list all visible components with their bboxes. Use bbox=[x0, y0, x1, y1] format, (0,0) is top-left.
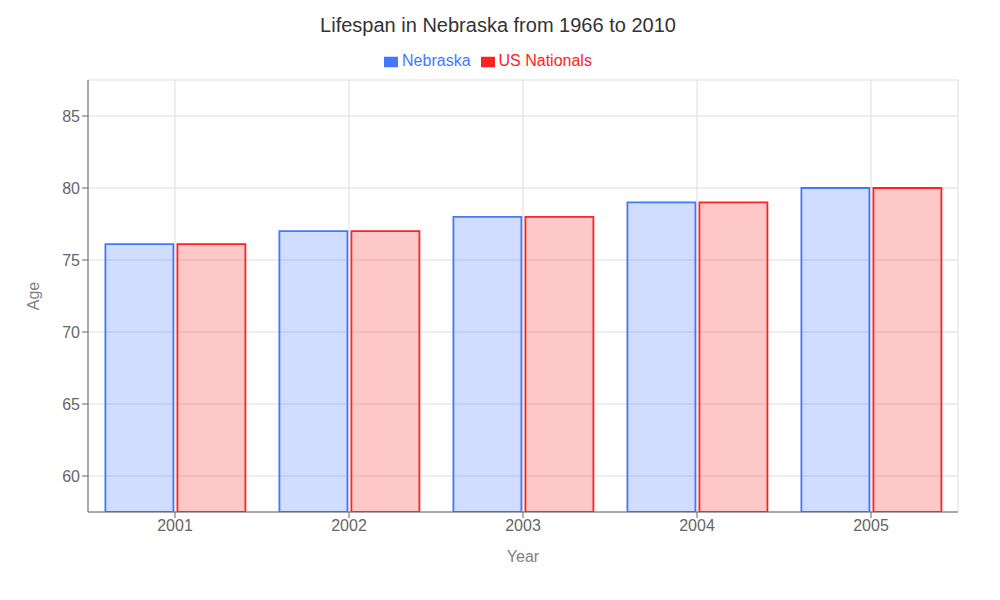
html-text:Nebraska: Nebraska bbox=[402, 52, 471, 69]
svg-text:85: 85 bbox=[62, 108, 80, 125]
svg-text:Year: Year bbox=[507, 548, 540, 565]
html-text:Lifespan in Nebraska from 1966: Lifespan in Nebraska from 1966 to 2010 bbox=[320, 14, 676, 36]
svg-text:2001: 2001 bbox=[157, 517, 193, 534]
svg-text:2005: 2005 bbox=[853, 517, 889, 534]
svg-text:80: 80 bbox=[62, 180, 80, 197]
svg-text:75: 75 bbox=[62, 252, 80, 269]
html-text:US Nationals: US Nationals bbox=[498, 52, 592, 69]
svg-text:70: 70 bbox=[62, 324, 80, 341]
svg-text:2002: 2002 bbox=[331, 517, 367, 534]
svg-text:60: 60 bbox=[62, 468, 80, 485]
svg-text:2003: 2003 bbox=[505, 517, 541, 534]
svg-text:Age: Age bbox=[25, 282, 42, 311]
svg-text:65: 65 bbox=[62, 396, 80, 413]
svg-text:2004: 2004 bbox=[679, 517, 715, 534]
